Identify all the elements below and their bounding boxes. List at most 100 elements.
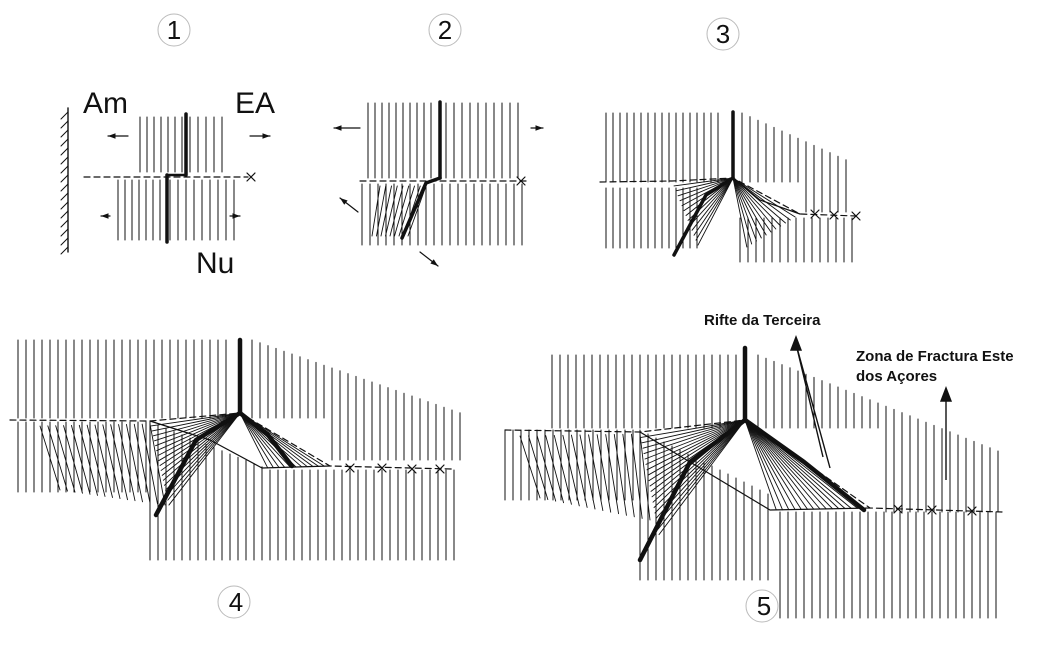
margin-hatch [60,183,69,192]
oblique-hatch-p5 [744,419,777,511]
oblique-hatch-p5 [652,419,746,503]
oblique-hatch-p2 [403,185,421,237]
margin-hatch [60,192,69,201]
oblique-hatch-p3 [693,177,734,236]
oblique-hatch-p3 [685,177,734,216]
oblique-hatch-p5 [644,419,746,460]
oblique-hatch-p2 [394,185,410,237]
oblique-hatch-p2 [385,185,398,237]
oblique-hatch-p5 [744,419,796,510]
oblique-hatch-p5 [744,419,858,509]
oblique-hatch-p4 [141,423,158,505]
oblique-hatch-p4 [102,424,121,500]
oblique-hatch-p4 [239,412,286,468]
oblique-hatch-p5 [579,434,596,510]
fracture-cross-p5 [967,506,977,516]
oblique-hatch-p5 [651,419,746,498]
motion-arrow-sw-p2 [340,198,348,205]
margin-hatch [60,219,69,228]
oblique-hatch-p4 [78,424,98,496]
eurasian-plate-label: EA [235,87,275,120]
fracture-cross-p5 [927,505,937,515]
oblique-hatch-p4 [239,412,297,468]
panel-number-4: 4 [229,587,243,617]
oblique-hatch-p4 [158,412,241,462]
oblique-hatch-p5 [646,419,746,471]
oblique-hatch-p5 [519,435,541,499]
oblique-hatch-p3 [732,177,791,221]
oblique-hatch-p4 [150,412,241,427]
oblique-hatch-p4 [239,412,274,469]
oblique-hatch-p5 [647,419,746,476]
oblique-hatch-p4 [156,412,241,452]
fracture-cross-p1 [246,172,256,182]
oblique-hatch-p3 [697,177,734,246]
oblique-hatch-p3 [681,177,734,207]
oblique-hatch-p5 [658,419,746,536]
oblique-hatch-p3 [691,177,734,231]
oblique-hatch-p5 [622,433,635,518]
panel-number-circle-5 [745,589,779,623]
oblique-hatch-p5 [744,419,790,511]
fracture-zone-label-line1: Zona de Fractura Este [856,348,1014,365]
oblique-hatch-p5 [744,419,833,510]
oblique-hatch-p4 [239,412,269,469]
margin-hatch [60,147,69,156]
oblique-hatch-p4 [168,412,241,506]
margin-hatch [60,138,69,147]
oblique-hatch-p5 [653,419,746,509]
oblique-hatch-p3 [695,177,734,241]
oblique-hatch-p5 [545,435,565,504]
oblique-hatch-p3 [732,177,777,230]
motion-arrow-nu-e-p1 [232,213,240,219]
oblique-hatch-p4 [162,412,241,481]
panel-number-5: 5 [757,591,771,621]
oblique-hatch-p5 [656,419,746,525]
oblique-hatch-p4 [63,425,83,494]
oblique-hatch-p3 [677,177,734,197]
oblique-hatch-p5 [744,419,815,510]
oblique-hatch-p4 [133,423,151,504]
oblique-hatch-p5 [553,434,572,505]
panel-number-3: 3 [716,19,730,49]
oblique-hatch-p3 [732,177,753,245]
oblique-hatch-p4 [86,424,106,497]
oblique-hatch-p5 [657,419,746,530]
oblique-hatch-p3 [732,177,772,233]
oblique-hatch-p4 [153,412,241,442]
oblique-hatch-p3 [689,177,734,226]
oblique-hatch-p4 [239,412,303,468]
oblique-hatch-p5 [744,419,852,509]
oblique-hatch-p5 [528,435,549,501]
oblique-hatch-p3 [732,177,762,239]
oblique-hatch-p5 [562,434,580,507]
oblique-hatch-p5 [744,419,840,510]
oblique-hatch-p4 [149,423,166,506]
margin-hatch [60,246,69,255]
oblique-hatch-p2 [371,185,381,237]
oblique-hatch-p4 [165,412,241,491]
oblique-hatch-p4 [151,412,241,432]
motion-arrow-w-p2 [334,125,342,131]
oblique-hatch-p4 [160,412,241,471]
oblique-hatch-p5 [640,419,746,438]
fracture-cross-p4 [435,464,445,474]
diagram-linework [9,100,1003,619]
terceira-rift-arrows [789,335,831,469]
fracture-cross-p4 [377,463,387,473]
oblique-hatch-p4 [239,412,325,467]
oblique-hatch-p5 [744,419,821,510]
motion-arrow-se-p2 [430,259,438,266]
margin-hatch [60,174,69,183]
oblique-hatch-p5 [645,419,746,465]
oblique-hatch-p4 [159,412,241,466]
oblique-hatch-p5 [630,433,643,519]
oblique-hatch-p3 [732,177,757,242]
oblique-hatch-p3 [732,177,748,248]
oblique-hatch-p5 [744,419,802,510]
panel-number-1: 1 [167,15,181,45]
panel-number-circle-1 [157,13,191,47]
oblique-hatch-p2 [407,185,427,237]
oblique-hatch-p4 [70,424,91,495]
fracture-zone-label-line2: dos Açores [856,368,937,385]
